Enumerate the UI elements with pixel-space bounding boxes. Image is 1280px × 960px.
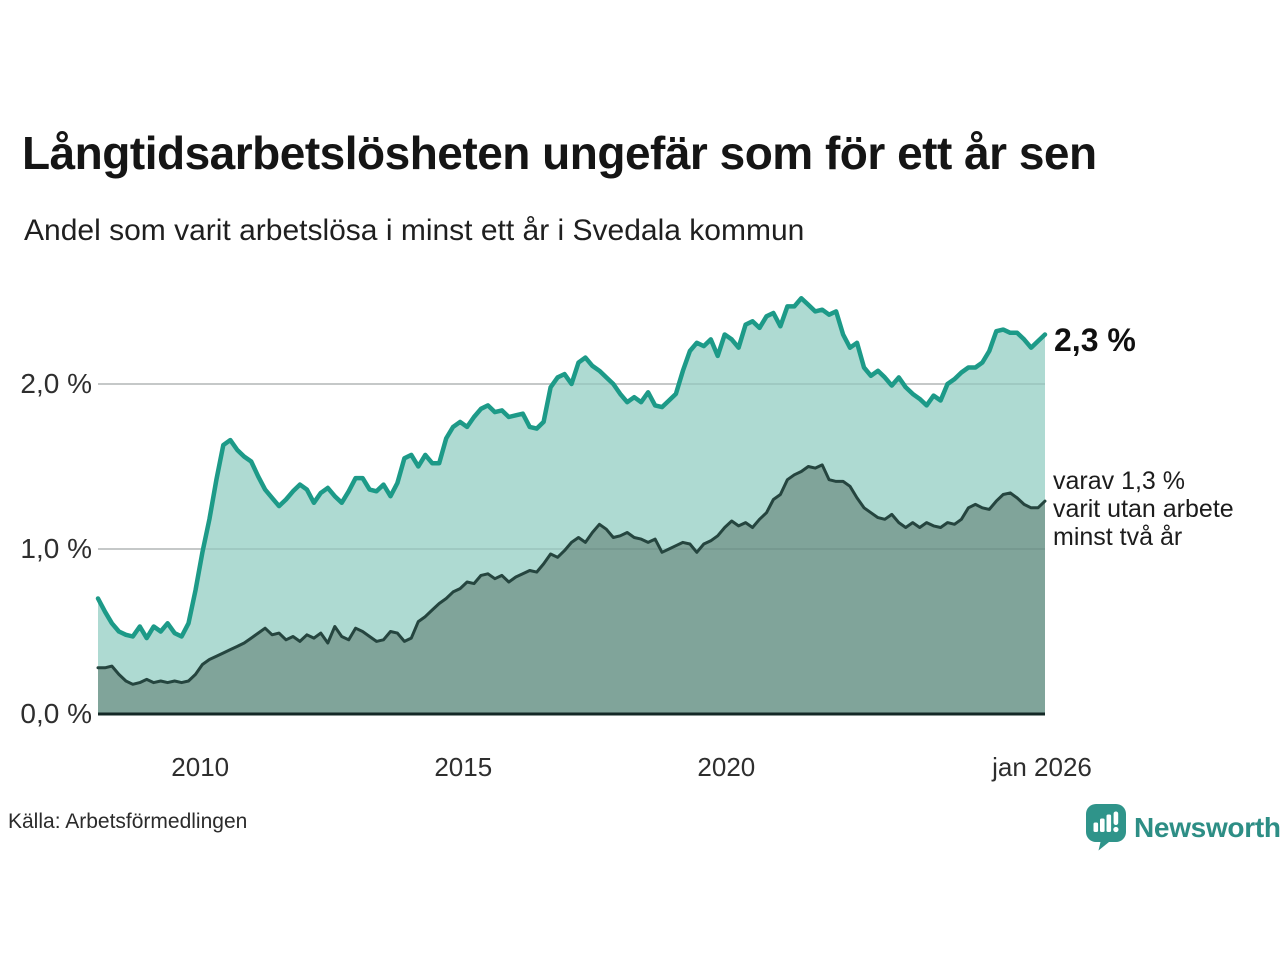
speech-bubble-bar-chart-icon <box>1086 804 1126 851</box>
bar-chart-bar-tall <box>1106 814 1112 832</box>
series-2-area <box>98 464 1045 714</box>
series2-label-line3: minst två år <box>1053 523 1183 551</box>
brand-name: Newsworthy <box>1134 811 1280 843</box>
exclamation-bar <box>1113 811 1119 825</box>
series-2-line <box>96 463 1047 686</box>
brand-logo: Newsworthy <box>1086 804 1280 851</box>
y-tick-label: 0,0 % <box>20 698 92 729</box>
bar-chart-bar-medium <box>1100 818 1105 832</box>
y-tick-label: 2,0 % <box>20 368 92 399</box>
series2-label-line1: varav 1,3 % <box>1053 467 1186 495</box>
series-1-line <box>95 295 1048 641</box>
source-attribution: Källa: Arbetsförmedlingen <box>8 810 248 833</box>
bar-chart-bar-small <box>1093 822 1099 832</box>
x-tick-label: 2010 <box>171 752 230 782</box>
x-tick-label: 2015 <box>434 752 493 782</box>
exclamation-dot <box>1113 826 1119 833</box>
series1-end-value-label: 2,3 % <box>1054 322 1136 358</box>
page-subtitle: Andel som varit arbetslösa i minst ett å… <box>24 214 805 247</box>
page-title: Långtidsarbetslösheten ungefär som för e… <box>22 127 1097 179</box>
series2-label-line2: varit utan arbete <box>1053 495 1234 523</box>
x-tick-label: 2020 <box>697 752 756 782</box>
series2-end-value-label: varav 1,3 % varit utan arbete minst två … <box>1053 467 1234 551</box>
x-tick-label: jan 2026 <box>992 752 1092 782</box>
y-tick-label: 1,0 % <box>20 533 92 564</box>
